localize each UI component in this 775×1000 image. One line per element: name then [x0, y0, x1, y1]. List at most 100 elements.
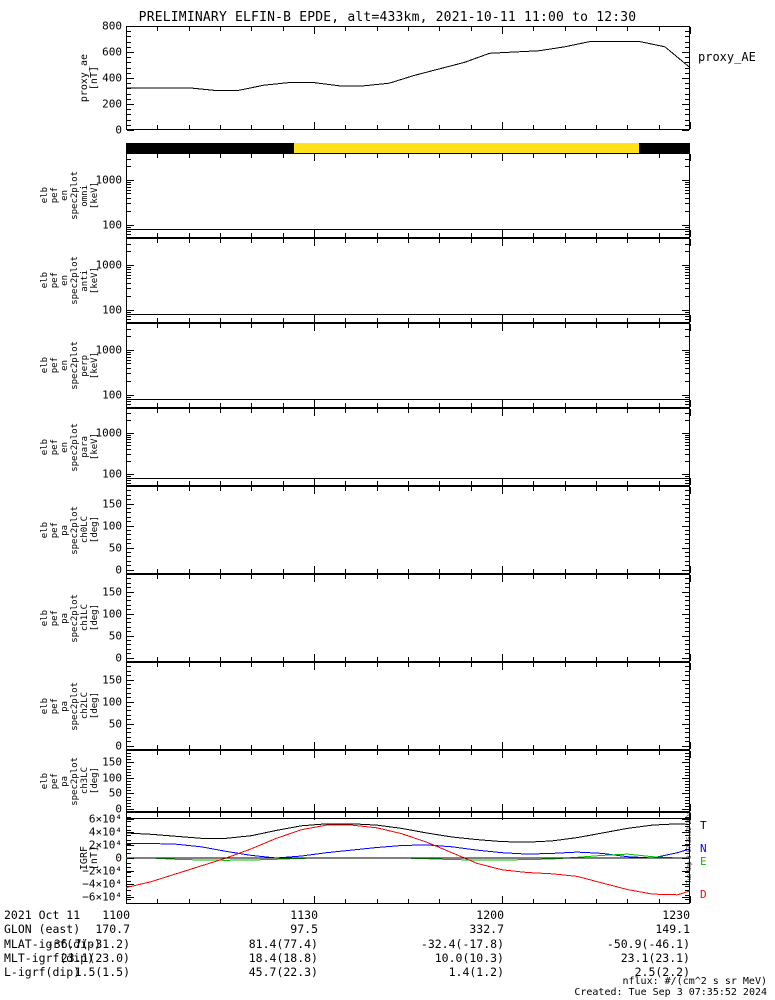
ylabel-line: elb [40, 697, 50, 715]
tick-minor [685, 227, 689, 228]
tick-minor [685, 899, 689, 900]
tick-x [189, 745, 190, 749]
tick-x-major [502, 813, 503, 820]
tick-x [220, 125, 221, 129]
tick-major [682, 130, 689, 131]
tick-minor [685, 756, 689, 757]
tick-x-major [314, 804, 315, 811]
tick-minor [685, 316, 689, 317]
tick-minor [127, 853, 131, 854]
tick-minor [127, 433, 131, 434]
tick-minor [685, 587, 689, 588]
tick-minor [685, 649, 689, 650]
tick-x [408, 813, 409, 817]
tick-minor [685, 495, 689, 496]
tick-minor [127, 817, 131, 818]
tick-minor [685, 461, 689, 462]
panel-en_para [126, 408, 690, 486]
tick-minor [685, 600, 689, 601]
tick-minor [685, 806, 689, 807]
tick-minor [127, 800, 131, 801]
tick-x [471, 125, 472, 129]
tick-x [439, 233, 440, 237]
ylabel-line: elb [40, 609, 50, 627]
tick-minor [127, 895, 131, 896]
tick-x [565, 154, 566, 158]
tick-x-major [502, 487, 503, 494]
tick-minor [127, 499, 131, 500]
tick-minor [127, 548, 131, 549]
ylabel-line: en [60, 360, 70, 371]
tick-minor [685, 658, 689, 659]
ylabel-line: ch3LC [80, 767, 90, 795]
tick-x [283, 657, 284, 661]
tick-minor [127, 858, 131, 859]
tick-x [565, 575, 566, 579]
tick-x [533, 813, 534, 817]
tick-x [565, 487, 566, 491]
tick-x [157, 233, 158, 237]
ytick-pa_ch2lc: 50 [108, 717, 122, 731]
tick-minor [127, 578, 131, 579]
tick-minor [127, 728, 131, 729]
tick-x [408, 575, 409, 579]
panel-proxy_ae [126, 26, 690, 130]
tick-minor [127, 756, 131, 757]
tick-minor [127, 68, 131, 69]
ytick-igrf: 0 [115, 851, 122, 865]
ytick-igrf: 2×10⁴ [88, 838, 122, 852]
tick-minor [127, 640, 131, 641]
tick-x [345, 663, 346, 667]
tick-x [189, 575, 190, 579]
tick-minor [685, 719, 689, 720]
tick-minor [685, 614, 689, 615]
tick-x-major [126, 27, 127, 34]
tick-minor [127, 373, 131, 374]
tick-x [251, 125, 252, 129]
tick-minor [685, 793, 689, 794]
tick-x [251, 807, 252, 811]
tick-x-major [502, 230, 503, 237]
tick-x [596, 745, 597, 749]
tick-minor [127, 449, 131, 450]
tick-x [283, 125, 284, 129]
tick-minor [685, 319, 689, 320]
bottom-cell: 23.1(23.1) [620, 950, 690, 965]
tick-minor [127, 265, 131, 266]
panel-pa_ch0lc [126, 486, 690, 574]
bottom-cell: 10.0(10.3) [434, 950, 504, 965]
tick-minor [685, 561, 689, 562]
tick-minor [127, 78, 131, 79]
tick-x-major [502, 239, 503, 246]
ylabel-line: pef [50, 772, 60, 790]
tick-minor [127, 336, 131, 337]
tick-x-major [126, 575, 127, 582]
tick-x [345, 807, 346, 811]
tick-minor [127, 715, 131, 716]
ylabel-line: pa [60, 524, 70, 536]
tick-minor [127, 826, 131, 827]
tick-minor [127, 310, 131, 311]
tick-x [189, 154, 190, 158]
proxy-ae-series-label: proxy_AE [698, 50, 756, 64]
tick-minor [685, 352, 689, 353]
tick-x [596, 125, 597, 129]
tick-x [659, 324, 660, 328]
panel-pa_ch1lc [126, 574, 690, 662]
tick-minor [127, 437, 131, 438]
ylabel-line: en [60, 275, 70, 286]
tick-x [408, 27, 409, 31]
tick-x [283, 239, 284, 243]
tick-x [377, 318, 378, 322]
tick-x [220, 899, 221, 903]
tick-x [283, 899, 284, 903]
ylabel-line: [deg] [90, 767, 100, 795]
tick-minor [127, 62, 131, 63]
tick-x-major [126, 324, 127, 331]
tick-minor [685, 234, 689, 235]
tick-x [377, 233, 378, 237]
bottom-cell: 45.7(22.3) [248, 965, 318, 980]
tick-x [345, 154, 346, 158]
tick-minor [685, 368, 689, 369]
tick-x [283, 154, 284, 158]
